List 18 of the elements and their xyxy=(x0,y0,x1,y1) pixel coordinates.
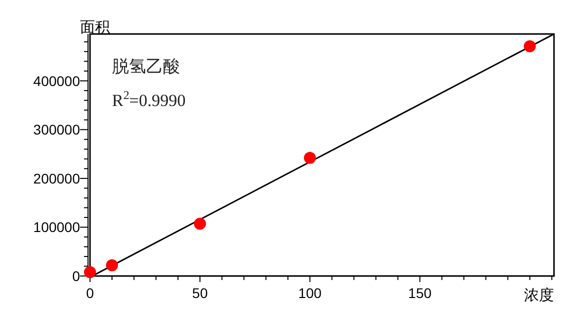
y-tick-label: 200000 xyxy=(33,170,80,186)
y-axis-title: 面积 xyxy=(80,19,110,36)
point xyxy=(524,40,536,52)
point xyxy=(106,259,118,272)
x-tick-label: 50 xyxy=(192,285,208,301)
annotation: R$^{2}$=0.9990 xyxy=(112,88,186,110)
annotation: 脱氢乙酸 xyxy=(112,57,180,76)
point xyxy=(194,218,206,230)
y-tick-label: 400000 xyxy=(33,72,80,89)
y-tick-label: 100000 xyxy=(33,219,80,236)
point xyxy=(84,266,96,278)
point xyxy=(304,152,316,164)
y-tick-label: 0 xyxy=(72,268,80,284)
x-tick-label: 0 xyxy=(86,285,94,301)
x-tick-label: 150 xyxy=(408,285,432,301)
x-tick-label: 100 xyxy=(298,285,322,301)
y-tick-label: 300000 xyxy=(33,122,80,138)
x-axis-title: 浓度 xyxy=(524,287,554,304)
